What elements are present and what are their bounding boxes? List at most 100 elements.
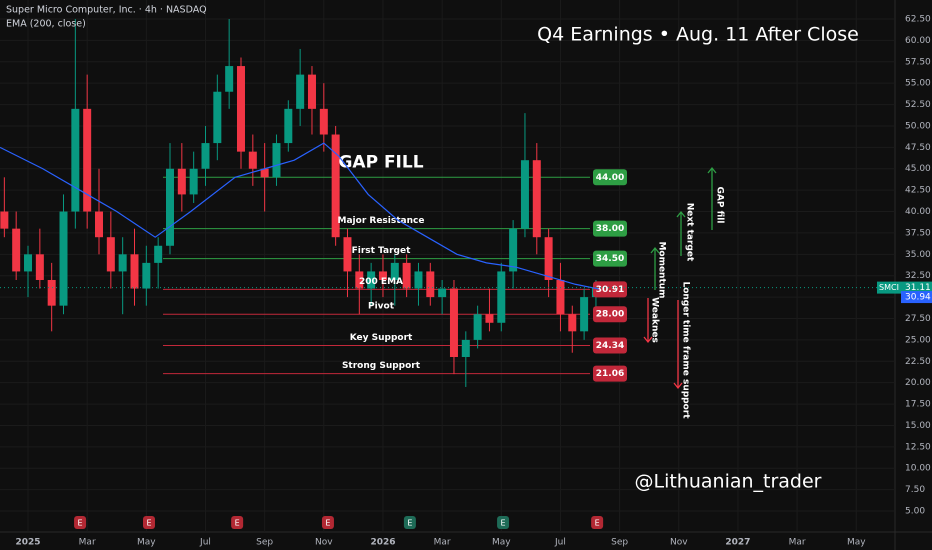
watermark: @Lithuanian_trader xyxy=(634,471,821,493)
candle-body xyxy=(130,254,139,289)
candle-body xyxy=(24,254,33,272)
x-tick-label: May xyxy=(847,538,866,548)
grid xyxy=(0,0,895,532)
level-tag xyxy=(593,281,627,298)
y-tick-label: 50.00 xyxy=(905,121,931,131)
x-tick-label: Jul xyxy=(199,538,211,548)
earnings-label: E xyxy=(78,519,83,528)
candle-body xyxy=(390,262,399,280)
level-text: First Target xyxy=(352,246,412,256)
earnings-label: E xyxy=(501,519,506,528)
y-tick-label: 20.00 xyxy=(905,378,931,388)
candle-body xyxy=(0,211,9,229)
annotation-arrowhead xyxy=(650,246,660,254)
ema-line xyxy=(0,142,600,290)
x-tick-label: 2025 xyxy=(15,538,40,548)
x-tick-label: 2026 xyxy=(370,538,395,548)
level-tag xyxy=(593,306,627,323)
earnings-marker xyxy=(142,516,155,529)
candle-body xyxy=(59,211,68,306)
x-tick-label: Mar xyxy=(434,538,451,548)
candle-body xyxy=(426,271,435,298)
candle-body xyxy=(225,66,234,92)
candle-body xyxy=(248,151,257,169)
level-text: Strong Support xyxy=(342,361,421,371)
level-tag xyxy=(593,169,627,186)
candle-body xyxy=(307,74,316,109)
x-tick-label: Nov xyxy=(670,538,688,548)
candle-body xyxy=(509,228,518,272)
plot xyxy=(0,18,600,387)
candle-body xyxy=(532,160,541,238)
candle-body xyxy=(154,245,163,263)
candle-body xyxy=(485,314,494,323)
candle-body xyxy=(189,168,198,195)
y-tick-label: 40.00 xyxy=(905,207,931,217)
x-tick-label: Mar xyxy=(789,538,806,548)
candle-body xyxy=(12,228,21,272)
x-tick-label: May xyxy=(137,538,156,548)
y-tick-label: 10.00 xyxy=(905,464,931,474)
symbol-label: SMCI xyxy=(879,283,899,292)
y-tick-label: 17.50 xyxy=(905,400,931,410)
y-tick-label: 55.00 xyxy=(905,79,931,89)
candle-body xyxy=(71,108,80,212)
candle-body xyxy=(35,254,44,280)
earnings-label: E xyxy=(325,519,330,528)
y-tick-label: 60.00 xyxy=(905,36,931,46)
y-tick-label: 42.50 xyxy=(905,186,931,196)
earnings-label: E xyxy=(595,519,600,528)
y-tick-label: 25.00 xyxy=(905,335,931,345)
level-text: 200 EMA xyxy=(359,277,403,287)
y-tick-label: 45.00 xyxy=(905,164,931,174)
candle-body xyxy=(343,237,352,272)
annotation-text: GAP fill xyxy=(715,187,725,224)
last-price-tag xyxy=(901,281,932,294)
candle-body xyxy=(449,288,458,358)
annotation-text: Momentum xyxy=(657,241,667,298)
annotation-text: Longer time frame support xyxy=(681,281,691,419)
earnings-marker xyxy=(321,516,334,529)
level-value: 34.50 xyxy=(596,254,624,264)
candle-body xyxy=(367,271,376,289)
annotation-arrowhead xyxy=(676,210,686,218)
x-tick-label: Sep xyxy=(611,538,628,548)
candle-body xyxy=(165,168,174,246)
candle-body xyxy=(47,279,56,306)
x-tick-label: 2027 xyxy=(725,538,750,548)
candle-body xyxy=(319,108,328,135)
candle-body xyxy=(544,237,553,280)
level-value: 28.00 xyxy=(596,310,624,320)
earnings-marker xyxy=(591,516,604,529)
candle-body xyxy=(580,297,589,332)
earnings-label: E xyxy=(407,519,412,528)
x-tick-label: Sep xyxy=(256,538,273,548)
earnings-label: E xyxy=(235,519,240,528)
earnings-marker xyxy=(403,516,416,529)
annotation-text: Weaknes xyxy=(650,297,660,343)
x-tick-label: Mar xyxy=(79,538,96,548)
candle-body xyxy=(201,143,210,169)
level-value: 30.91 xyxy=(596,285,624,295)
level-text: Key Support xyxy=(350,333,413,343)
candle-body xyxy=(568,314,577,332)
gap-fill-label: GAP FILL xyxy=(338,152,423,172)
candle-body xyxy=(461,339,470,358)
y-tick-label: 5.00 xyxy=(905,507,925,517)
candle-body xyxy=(402,262,411,289)
symbol-header: Super Micro Computer, Inc. · 4h · NASDAQ xyxy=(6,5,207,16)
level-value: 44.00 xyxy=(596,173,624,183)
y-tick-label: 12.50 xyxy=(905,442,931,452)
candle-body xyxy=(177,168,186,195)
earnings-marker xyxy=(74,516,87,529)
level-tag xyxy=(593,337,627,354)
y-tick-label: 57.50 xyxy=(905,57,931,67)
y-tick-label: 7.50 xyxy=(905,485,925,495)
level-value: 21.06 xyxy=(596,369,624,379)
annotation-arrowhead xyxy=(673,382,683,390)
y-tick-label: 22.50 xyxy=(905,357,931,367)
candle-body xyxy=(473,314,482,340)
candle-body xyxy=(272,143,281,178)
